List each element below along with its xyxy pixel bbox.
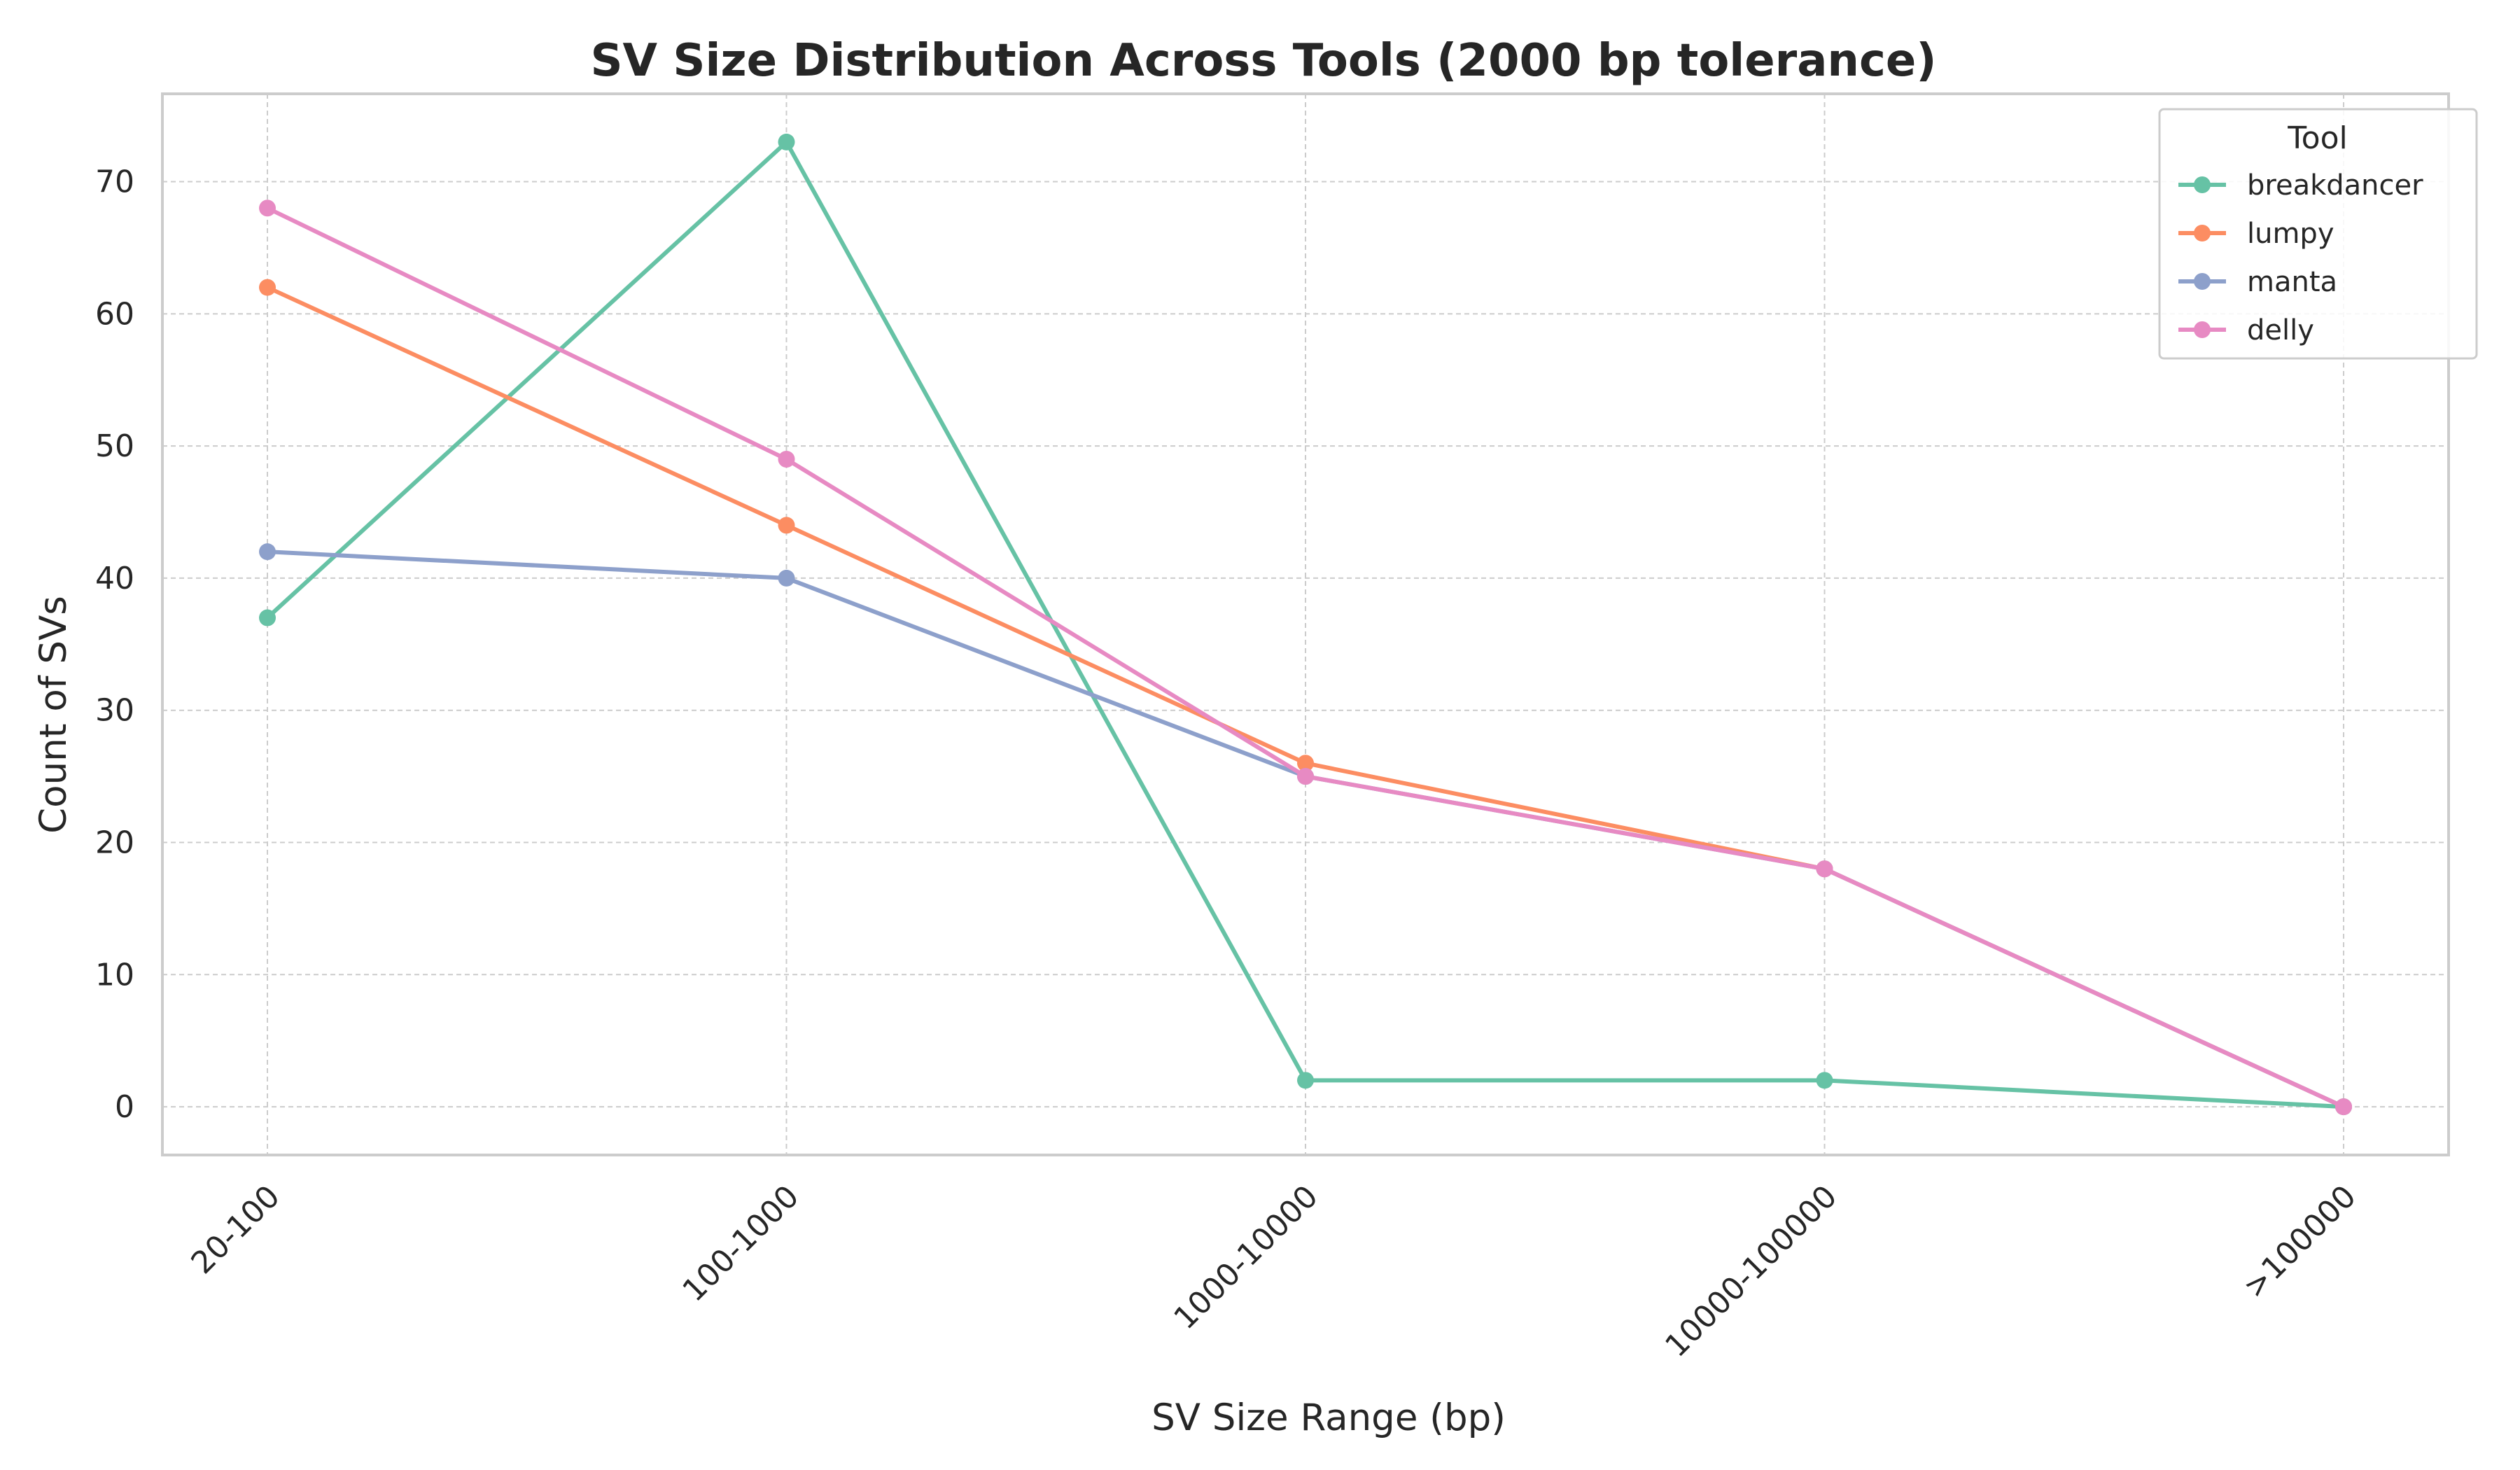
data-point xyxy=(778,451,795,468)
y-tick-label: 20 xyxy=(95,825,134,861)
plot-frame xyxy=(161,92,2450,1156)
data-point xyxy=(1816,860,1833,878)
data-point xyxy=(1816,1072,1833,1089)
legend-item-delly: delly xyxy=(2178,314,2314,346)
legend: Tool breakdancer lumpy manta delly xyxy=(2158,108,2478,360)
legend-label: manta xyxy=(2247,266,2337,298)
series-delly xyxy=(259,200,2352,1116)
data-point xyxy=(1297,1072,1314,1089)
legend-marker xyxy=(2194,273,2211,290)
legend-marker xyxy=(2194,321,2211,338)
data-point xyxy=(1297,768,1314,785)
legend-item-lumpy: lumpy xyxy=(2178,218,2334,250)
legend-marker xyxy=(2194,176,2211,193)
data-point xyxy=(2335,1098,2352,1116)
series-layer xyxy=(259,133,2352,1116)
data-point xyxy=(778,569,795,587)
data-point xyxy=(1297,755,1314,772)
legend-item-manta: manta xyxy=(2178,266,2337,298)
legend-label: delly xyxy=(2247,314,2314,346)
data-point xyxy=(259,200,276,217)
x-axis-label: SV Size Range (bp) xyxy=(1152,1396,1506,1439)
legend-box xyxy=(2158,108,2478,360)
legend-label: breakdancer xyxy=(2247,169,2423,202)
chart-title: SV Size Distribution Across Tools (2000 … xyxy=(590,35,1936,87)
y-tick-label: 50 xyxy=(95,428,134,464)
data-point xyxy=(259,609,276,626)
legend-marker xyxy=(2194,225,2211,241)
legend-title: Tool xyxy=(2287,120,2347,156)
y-axis-label: Count of SVs xyxy=(32,596,75,834)
data-point xyxy=(778,517,795,534)
data-point xyxy=(259,279,276,296)
y-tick-label: 30 xyxy=(95,693,134,729)
y-tick-label: 70 xyxy=(95,164,134,200)
y-tick-label: 60 xyxy=(95,296,134,332)
legend-items: breakdancer lumpy manta delly xyxy=(2178,169,2423,346)
legend-item-breakdancer: breakdancer xyxy=(2178,169,2423,202)
data-point xyxy=(778,133,795,150)
data-point xyxy=(259,543,276,561)
y-tick-label: 0 xyxy=(115,1089,134,1125)
y-tick-label: 40 xyxy=(95,561,134,596)
y-tick-label: 10 xyxy=(95,957,134,993)
y-tick-labels: 0 10 20 30 40 50 60 70 xyxy=(95,164,134,1126)
legend-label: lumpy xyxy=(2247,218,2334,250)
